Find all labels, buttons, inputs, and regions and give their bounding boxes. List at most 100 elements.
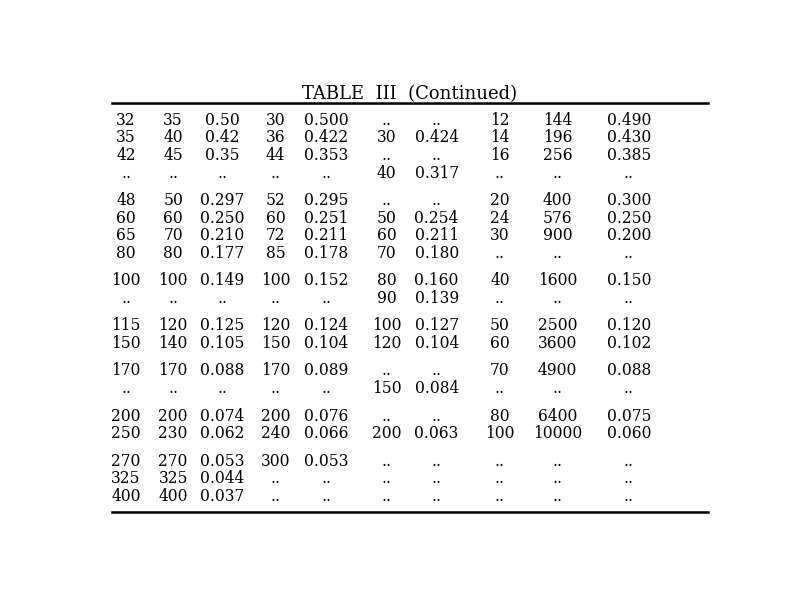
Text: 300: 300 [261,453,290,470]
Text: ..: .. [322,488,331,505]
Text: ..: .. [168,165,178,182]
Text: ..: .. [270,380,281,397]
Text: 100: 100 [372,317,401,335]
Text: ..: .. [270,470,281,487]
Text: 52: 52 [266,192,286,209]
Text: 230: 230 [158,425,188,442]
Text: ..: .. [495,245,505,262]
Text: 0.297: 0.297 [200,192,244,209]
Text: 0.422: 0.422 [304,129,348,146]
Text: ..: .. [553,488,562,505]
Text: 3600: 3600 [538,335,578,352]
Text: 0.102: 0.102 [606,335,651,352]
Text: 325: 325 [158,470,188,487]
Text: 14: 14 [490,129,510,146]
Text: 0.250: 0.250 [606,209,651,227]
Text: 50: 50 [163,192,183,209]
Text: 80: 80 [377,273,396,290]
Text: 270: 270 [111,453,141,470]
Text: 0.139: 0.139 [414,290,458,307]
Text: 0.088: 0.088 [606,362,651,379]
Text: ..: .. [624,290,634,307]
Text: ..: .. [382,362,391,379]
Text: 0.063: 0.063 [414,425,459,442]
Text: 0.053: 0.053 [200,453,244,470]
Text: 0.211: 0.211 [414,227,458,244]
Text: 0.300: 0.300 [606,192,651,209]
Text: 0.160: 0.160 [414,273,459,290]
Text: ..: .. [624,245,634,262]
Text: 0.076: 0.076 [304,408,349,425]
Text: ..: .. [553,245,562,262]
Text: ..: .. [121,165,131,182]
Text: 0.125: 0.125 [200,317,244,335]
Text: ..: .. [624,453,634,470]
Text: 100: 100 [158,273,188,290]
Text: 115: 115 [111,317,141,335]
Text: 150: 150 [261,335,290,352]
Text: 80: 80 [163,245,183,262]
Text: 120: 120 [261,317,290,335]
Text: 4900: 4900 [538,362,578,379]
Text: 0.317: 0.317 [414,165,458,182]
Text: ..: .. [624,488,634,505]
Text: 72: 72 [266,227,286,244]
Text: 0.251: 0.251 [304,209,349,227]
Text: 80: 80 [116,245,136,262]
Text: ..: .. [217,165,227,182]
Text: 0.430: 0.430 [606,129,651,146]
Text: 200: 200 [372,425,401,442]
Text: 170: 170 [111,362,141,379]
Text: 40: 40 [377,165,396,182]
Text: 50: 50 [490,317,510,335]
Text: 0.066: 0.066 [304,425,349,442]
Text: 32: 32 [116,112,136,129]
Text: 0.084: 0.084 [414,380,458,397]
Text: 400: 400 [543,192,572,209]
Text: 0.089: 0.089 [304,362,349,379]
Text: 70: 70 [163,227,183,244]
Text: ..: .. [322,290,331,307]
Text: 60: 60 [163,209,183,227]
Text: 0.149: 0.149 [200,273,244,290]
Text: 200: 200 [158,408,188,425]
Text: 80: 80 [490,408,510,425]
Text: 0.385: 0.385 [606,147,651,164]
Text: 30: 30 [490,227,510,244]
Text: TABLE  III  (Continued): TABLE III (Continued) [302,86,518,103]
Text: 44: 44 [266,147,286,164]
Text: 0.044: 0.044 [200,470,244,487]
Text: 36: 36 [266,129,286,146]
Text: ..: .. [495,470,505,487]
Text: 250: 250 [111,425,141,442]
Text: 0.062: 0.062 [200,425,244,442]
Text: 0.250: 0.250 [200,209,244,227]
Text: 0.178: 0.178 [304,245,348,262]
Text: ..: .. [432,362,442,379]
Text: 150: 150 [372,380,402,397]
Text: 576: 576 [542,209,572,227]
Text: 0.490: 0.490 [606,112,651,129]
Text: 325: 325 [111,470,141,487]
Text: 400: 400 [158,488,188,505]
Text: ..: .. [322,470,331,487]
Text: 0.037: 0.037 [200,488,244,505]
Text: ..: .. [432,147,442,164]
Text: 60: 60 [116,209,136,227]
Text: 196: 196 [543,129,572,146]
Text: 0.088: 0.088 [200,362,244,379]
Text: 24: 24 [490,209,510,227]
Text: ..: .. [553,165,562,182]
Text: 2500: 2500 [538,317,578,335]
Text: 0.104: 0.104 [304,335,349,352]
Text: 35: 35 [116,129,136,146]
Text: ..: .. [322,380,331,397]
Text: 256: 256 [542,147,572,164]
Text: 0.42: 0.42 [205,129,239,146]
Text: 0.254: 0.254 [414,209,459,227]
Text: 0.053: 0.053 [304,453,349,470]
Text: ..: .. [217,290,227,307]
Text: ..: .. [382,112,391,129]
Text: 100: 100 [261,273,290,290]
Text: 100: 100 [111,273,141,290]
